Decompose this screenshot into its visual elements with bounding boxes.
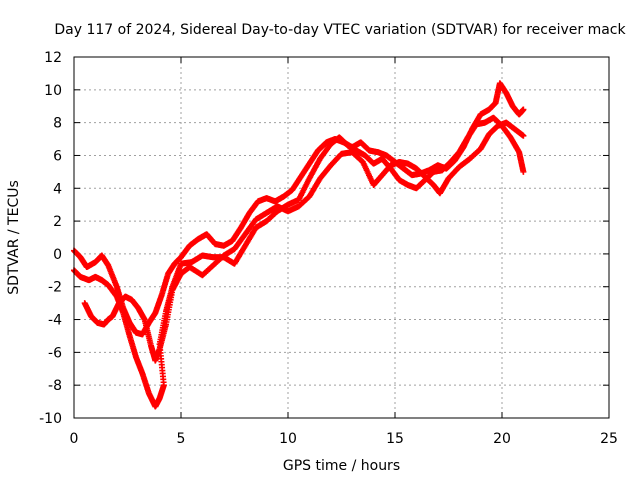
x-tick-label: 15 xyxy=(386,431,404,447)
plot-frame xyxy=(73,56,610,419)
y-tick-label: 12 xyxy=(44,50,62,66)
y-tick-label: -8 xyxy=(48,378,62,394)
y-tick-label: -2 xyxy=(48,280,62,296)
y-tick-label: -6 xyxy=(48,345,62,361)
x-tick-label: 20 xyxy=(493,431,511,447)
y-axis-label: SDTVAR / TECUs xyxy=(6,180,22,295)
x-tick-label: 0 xyxy=(70,431,79,447)
data-point xyxy=(520,106,527,113)
y-tick-label: 4 xyxy=(53,181,62,197)
x-tick-label: 10 xyxy=(279,431,297,447)
grid-lines xyxy=(74,57,609,418)
data-point xyxy=(520,132,527,139)
y-tick-label: 8 xyxy=(53,116,62,132)
chart-title: Day 117 of 2024, Sidereal Day-to-day VTE… xyxy=(54,22,626,38)
y-tick-label: 6 xyxy=(53,148,62,164)
x-tick-label: 25 xyxy=(600,431,618,447)
x-tick-label: 5 xyxy=(177,431,186,447)
y-tick-label: 0 xyxy=(53,247,62,263)
data-series-3 xyxy=(81,119,527,364)
data-point xyxy=(520,168,527,175)
x-axis-label: GPS time / hours xyxy=(283,458,400,474)
data-points xyxy=(71,80,527,410)
y-tick-label: -4 xyxy=(48,313,62,329)
y-tick-label: 2 xyxy=(53,214,62,230)
y-tick-label: 10 xyxy=(44,83,62,99)
axis-ticks: 0 5 10 15 20 25 -10 -8 -6 -4 -2 0 2 4 6 8 10 12 xyxy=(39,50,618,447)
y-tick-label: -10 xyxy=(39,411,62,427)
